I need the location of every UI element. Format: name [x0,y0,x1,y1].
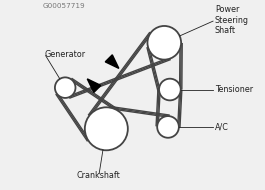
Text: Crankshaft: Crankshaft [77,171,121,180]
Circle shape [147,26,181,60]
Polygon shape [87,79,101,93]
Polygon shape [105,55,119,68]
Text: Generator: Generator [45,50,86,59]
Circle shape [159,79,181,100]
Text: Tensioner: Tensioner [215,85,253,94]
Circle shape [85,107,128,150]
Circle shape [55,77,76,98]
Circle shape [157,116,179,138]
Text: Power
Steering
Shaft: Power Steering Shaft [215,6,249,35]
Text: G00057719: G00057719 [43,3,85,9]
Text: A/C: A/C [215,122,229,131]
